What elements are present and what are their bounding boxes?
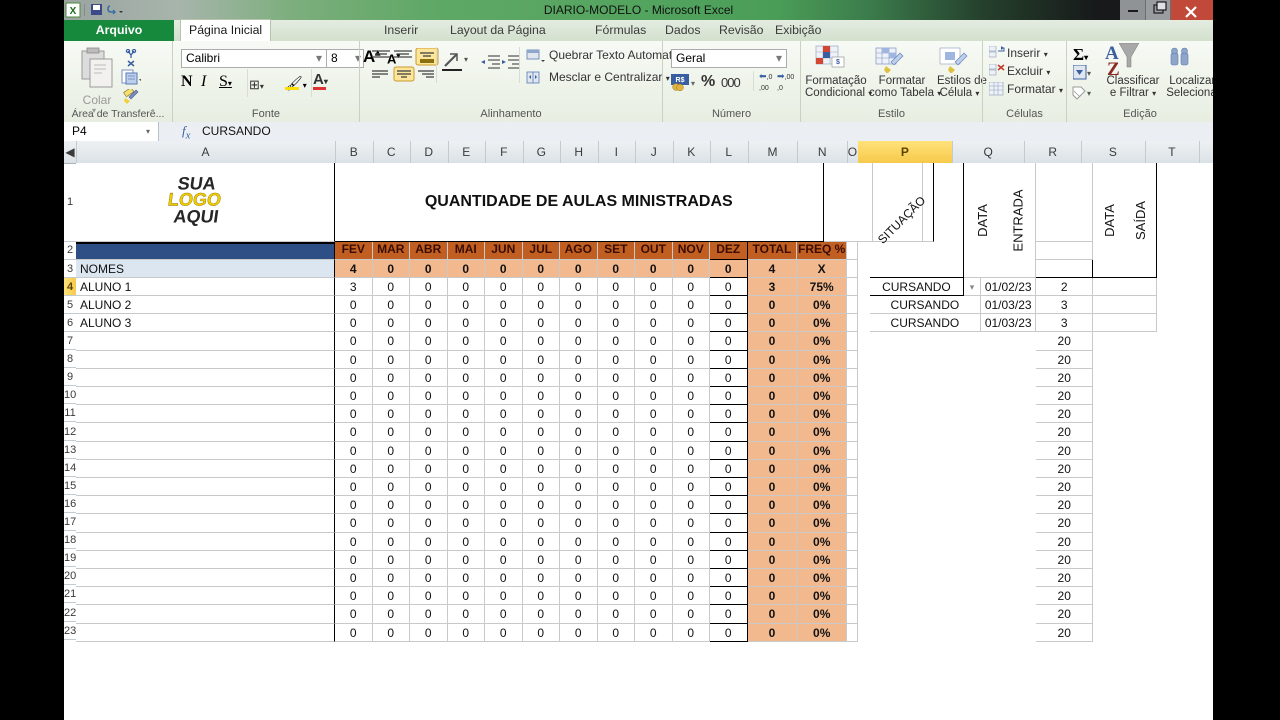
svg-text:X: X xyxy=(70,6,77,17)
svg-text:AQUI: AQUI xyxy=(172,207,220,227)
svg-text:R$: R$ xyxy=(676,77,685,84)
svg-text:$: $ xyxy=(836,59,840,66)
